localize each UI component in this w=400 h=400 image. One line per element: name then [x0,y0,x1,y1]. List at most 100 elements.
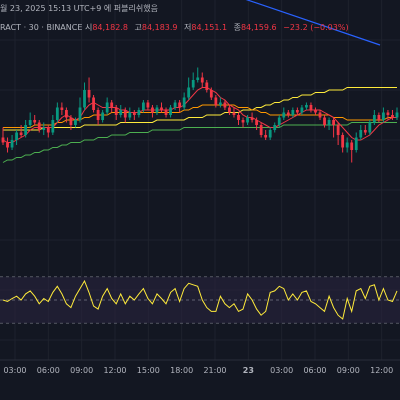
candle [110,100,114,113]
candle [350,140,354,163]
x-tick-label: 09:00 [70,366,93,375]
candle [119,105,123,118]
candle [24,120,28,138]
candle [382,107,385,123]
candle [33,115,37,125]
x-tick-label: 09:00 [337,366,360,375]
x-tick-label: 12:00 [370,366,393,375]
candle [273,122,277,133]
candle [241,117,245,128]
candle [250,112,254,123]
candle [300,105,304,115]
candle [19,125,23,138]
candle [363,125,367,135]
candles [1,67,399,163]
ma-slow-line [3,87,397,131]
market-status: 에 퍼블리쉬했음 [103,4,158,13]
ma-long-line [2,122,397,163]
candle [83,82,86,110]
candle [155,105,159,115]
x-tick-label: 03:00 [270,366,293,375]
candle [96,107,100,125]
candle [377,112,381,123]
candle [232,107,236,118]
candle [160,102,163,113]
x-tick-label: 18:00 [170,366,193,375]
low-value: 84,151.1 [191,23,228,32]
candle [55,102,59,123]
candle [309,102,313,113]
candle [386,110,390,120]
candle [182,92,186,110]
x-tick-label: 12:00 [103,366,126,375]
candle [318,110,322,120]
rsi-line [2,279,398,320]
candle [169,105,172,118]
symbol-text[interactable]: RACT · 30 · BINANCE [0,23,83,32]
x-tick-label: 06:00 [37,366,60,375]
candle [332,117,336,138]
candle [305,102,308,110]
candle [37,120,41,133]
datetime-text: 월 23, 2025 15:13 UTC+9 [0,4,102,13]
candle [51,115,55,135]
candle [359,125,363,140]
candle [78,97,82,123]
candle [264,130,268,140]
candle [15,130,18,145]
candle [196,67,200,83]
candle [286,110,290,118]
open-value: 84,182.8 [92,23,128,32]
candle [187,77,191,100]
candle [178,100,182,113]
ohlc-legend: RACT · 30 · BINANCE 시84,182.8 고84,183.9 … [0,22,349,33]
candle [282,107,286,120]
low-label: 저 [184,23,192,32]
candle [345,137,349,153]
candle [341,132,345,153]
ma-fast-line [2,87,397,143]
candle [237,112,240,125]
candle [268,127,272,140]
candle [74,117,77,128]
candle [209,87,213,100]
candle [151,105,154,118]
candle [114,105,118,120]
candle [46,125,50,138]
candle [60,102,64,115]
candle [123,107,127,123]
candle [164,107,168,118]
high-value: 84,183.9 [141,23,178,32]
x-tick-label: 23 [243,366,254,375]
candle [92,95,95,113]
high-label: 고 [134,23,142,32]
candle [69,115,73,130]
candle [101,110,105,123]
change-text: −23.2 (−0.03%) [283,23,349,32]
trendline[interactable] [152,0,381,46]
candle [6,137,9,153]
candle [391,110,394,120]
candle [28,112,32,128]
candle [191,72,195,90]
candle [228,105,231,115]
candle [214,95,218,108]
candle [42,122,46,135]
open-label: 시 [84,23,93,32]
candle [277,115,281,128]
x-tick-label: 15:00 [137,366,160,375]
candle [368,120,372,135]
candle [137,107,141,118]
candle [323,115,326,128]
candle [141,100,145,113]
candle [64,107,68,123]
candle [336,122,340,145]
candle [105,97,109,115]
candle [295,107,299,115]
close-label: 종 [233,23,241,32]
candle [128,107,132,120]
candle [200,72,204,88]
time-axis: 03:00 06:00 09:00 12:00 15:00 18:00 21:00 23 03:… [3,366,393,375]
close-value: 84,159.6 [240,23,277,32]
